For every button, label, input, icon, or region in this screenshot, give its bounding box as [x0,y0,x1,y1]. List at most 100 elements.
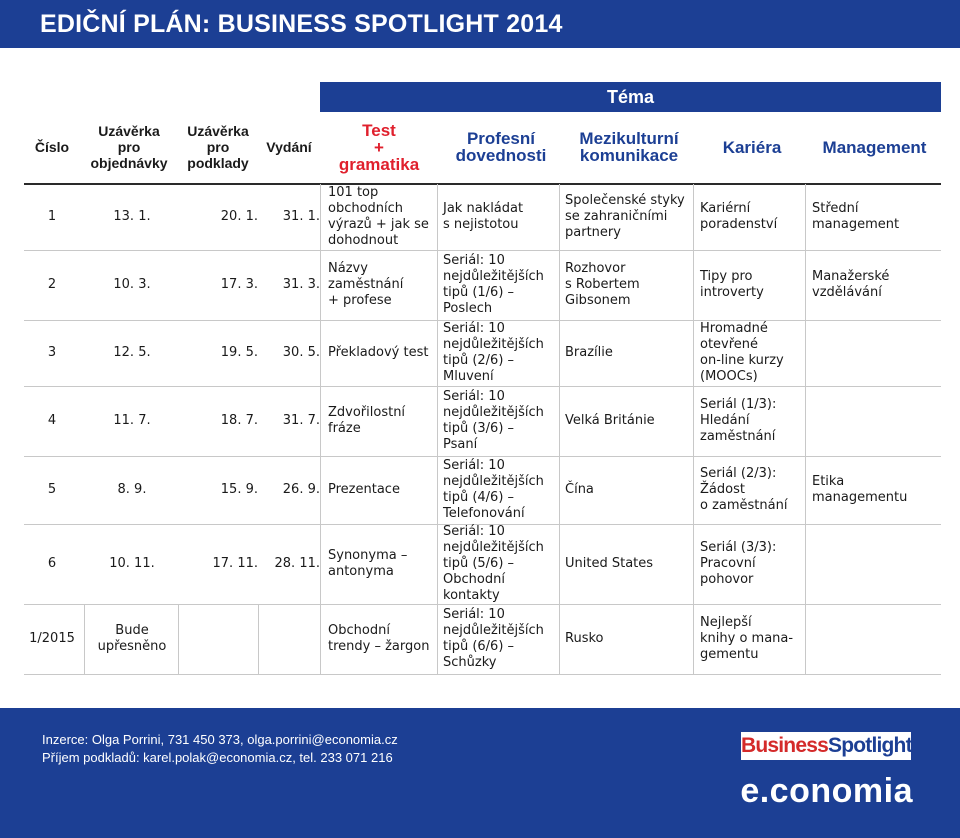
row-7-test: Obchodní trendy – žargon [328,604,436,674]
row-2-test: Názvy zaměstnání + profese [328,250,436,320]
column-sep-mezikulturni [559,184,560,674]
header-profesni-dovednosti-text: Profesní dovednosti [456,130,547,164]
row-6-profesni-line: Obchodní [443,572,505,587]
row-4-vydani-text: 31. 7. [282,413,320,428]
row-6-vydani-text: 28. 11. [274,556,320,571]
row-4-obj-text: 11. 7. [113,413,151,428]
row-5-kariera-text: Seriál (2/3): Žádost o zaměstnání [700,466,787,514]
row-7-vydani [258,604,320,674]
row-2-test-line: zaměstnání [328,277,404,292]
row-divider [24,320,941,321]
row-1-mezikulturni-line: se zahraničními [565,209,668,224]
header-vydani: Vydání [260,112,318,182]
row-5-profesni-line: nejdůležitějších [443,474,544,489]
row-1-obj: 13. 1. [84,184,180,250]
row-7-kariera-line: gementu [700,647,759,662]
row-4-test: Zdvořilostní fráze [328,386,436,456]
row-6-test-text: Synonyma – antonyma [328,548,407,580]
row-5-profesni: Seriál: 10 nejdůležitějších tipů (4/6) – Te… [443,456,559,524]
row-4-cislo: 4 [24,386,80,456]
row-5-mezikulturni-line: Čína [565,482,594,497]
header-test-gramatika: Test + gramatika [322,112,436,182]
row-6-profesni-line: nejdůležitějších [443,540,544,555]
row-2-test-line: + profese [328,293,392,308]
header-management: Management [808,112,941,182]
row-7-test-text: Obchodní trendy – žargon [328,623,429,655]
row-1-profesni-line: s nejistotou [443,217,519,232]
row-5-kariera-line: o zaměstnání [700,498,788,513]
row-3-test-text: Překladový test [328,345,428,361]
row-6-profesni-text: Seriál: 10 nejdůležitějších tipů (5/6) – Ob… [443,524,544,604]
row-6-test: Synonyma – antonyma [328,524,436,604]
row-2-mezikulturni-line: Gibsonem [565,293,631,308]
row-4-vydani: 31. 7. [258,386,320,456]
row-7-test-line: trendy – žargon [328,639,430,654]
row-7-cislo-text: 1/2015 [29,631,75,646]
row-4-profesni-line: Seriál: 10 [443,389,505,404]
row-1-management-line: management [812,217,900,232]
header-management-text: Management [822,137,927,157]
row-7-mezikulturni: Rusko [565,604,691,674]
row-5-management-text: Etika managementu [812,474,907,506]
header-uzaverka-objednavky-text: Uzávěrka pro objednávky [90,123,167,171]
row-4-mezikulturni-line: Velká Británie [565,413,655,428]
row-3-cislo: 3 [24,320,80,386]
header-test-gramatika-line: + [374,137,384,157]
header-profesni-dovednosti-line: dovednosti [455,146,547,165]
row-2-vydani-text: 31. 3. [282,277,320,292]
row-2-management-line: Manažerské [812,269,890,284]
row-3-obj: 12. 5. [84,320,180,386]
row-5-profesni-line: Telefonování [443,506,525,521]
logo-part-business: Business [741,734,829,757]
row-3-podklady-text: 19. 5. [220,345,258,360]
header-uzaverka-podklady-line: podklady [187,155,249,171]
row-6-mezikulturni-text: United States [565,556,653,572]
row-2-management-text: Manažerské vzdělávání [812,269,889,301]
row-6-kariera-text: Seriál (3/3): Pracovní pohovor [700,540,776,588]
row-4-kariera-line: Hledání [700,413,750,428]
row-1-management: Střední management [812,184,940,250]
row-4-test-text: Zdvořilostní fráze [328,405,405,437]
row-1-podklady-text: 20. 1. [220,209,258,224]
row-5-profesni-line: Seriál: 10 [443,458,505,473]
footer-bar [0,708,960,838]
row-4-kariera-line: Seriál (1/3): [700,397,777,412]
column-sep-kariera [693,184,694,674]
row-6-profesni-line: tipů (5/6) – [443,556,515,571]
row-1-podklady: 20. 1. [180,184,258,250]
row-5-cislo-text: 5 [47,482,57,497]
row-2-kariera-line: Tipy pro [700,269,753,284]
row-6-vydani: 28. 11. [258,524,320,604]
row-divider [24,456,941,457]
row-4-mezikulturni: Velká Británie [565,386,691,456]
row-2-kariera-line: introverty [700,285,764,300]
table-bottom-rule [24,674,941,675]
row-1-mezikulturni: Společenské styky se zahraničními partnery [565,184,691,250]
row-1-cislo-text: 1 [47,209,57,224]
row-7-cislo: 1/2015 [24,604,80,674]
row-3-kariera-line: on-line kurzy [700,353,784,368]
row-4-test-line: fráze [328,421,361,436]
row-4-profesni-line: tipů (3/6) – [443,421,515,436]
row-7-test-line: Obchodní [328,623,390,638]
row-5-management-line: Etika [812,474,845,489]
row-2-management-line: vzdělávání [812,285,882,300]
row-3-vydani-text: 30. 5. [282,345,320,360]
row-6-profesni-line: Seriál: 10 [443,524,505,539]
row-7-kariera: Nejlepší knihy o mana-gementu [700,604,804,674]
row-6-cislo-text: 6 [47,556,57,571]
row-6-management [812,524,940,604]
row-7-kariera-text: Nejlepší knihy o mana-gementu [700,615,793,663]
header-cislo-text: Číslo [34,139,70,155]
row-divider [24,386,941,387]
row-1-vydani-text: 31. 1. [282,209,320,224]
row-2-mezikulturni: Rozhovor s Robertem Gibsonem [565,250,691,320]
row-4-kariera-line: zaměstnání [700,429,776,444]
row-1-kariera-line: poradenství [700,217,778,232]
row-3-podklady: 19. 5. [180,320,258,386]
row-7-profesni-line: Seriál: 10 [443,607,505,622]
row-5-management: Etika managementu [812,456,940,524]
row-5-kariera-line: Žádost [700,482,745,497]
header-divider [24,183,941,185]
row-3-profesni-line: Mluvení [443,369,494,384]
